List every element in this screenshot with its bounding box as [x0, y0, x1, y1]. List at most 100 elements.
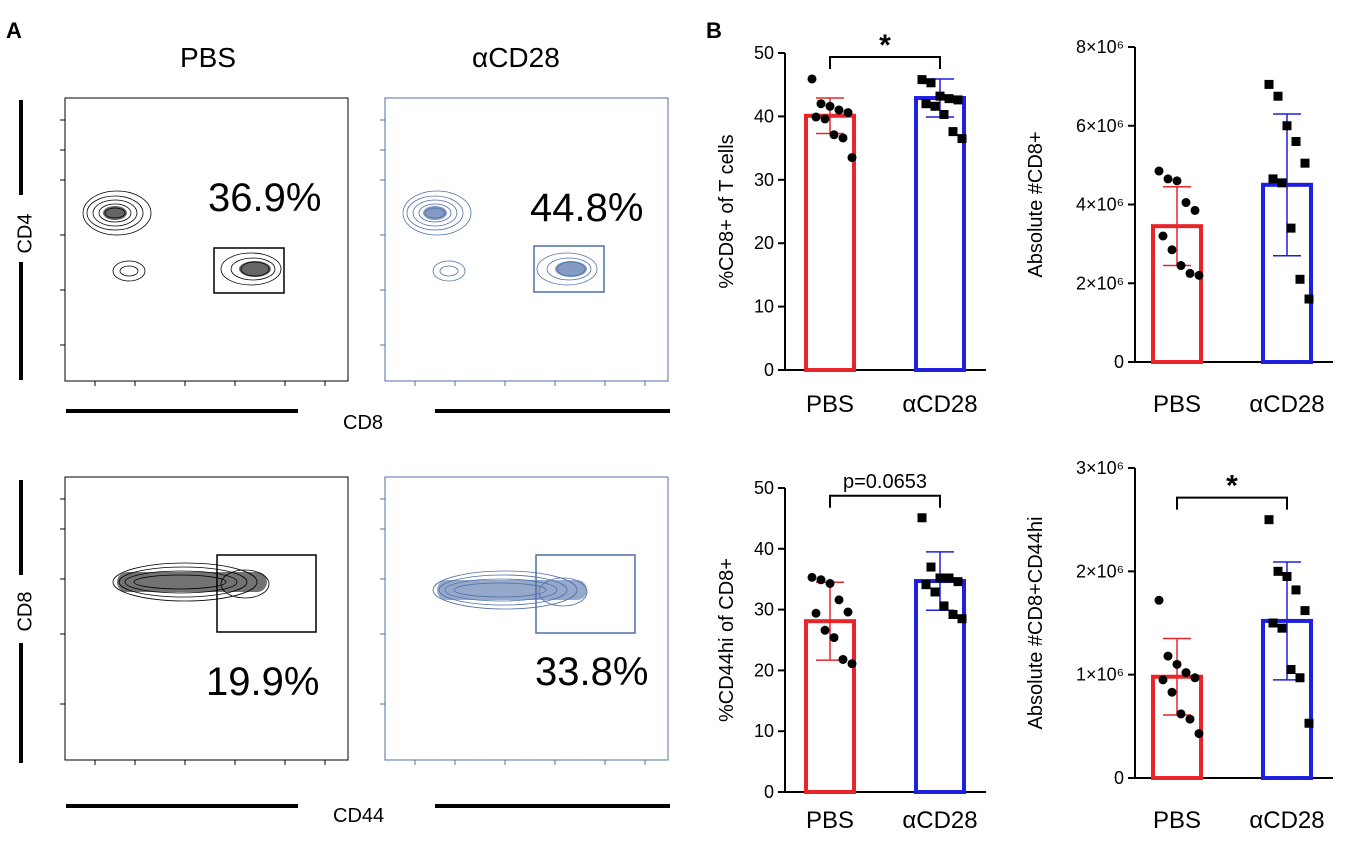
data-point	[1273, 91, 1283, 101]
data-point	[957, 614, 967, 624]
data-point	[921, 99, 931, 109]
data-point	[1264, 515, 1274, 525]
data-point	[829, 633, 839, 643]
y-axis-title: Absolute #CD8+CD44hi	[1025, 517, 1047, 730]
panel-a-label: A	[6, 18, 22, 43]
row2-x-axis-bar-left	[66, 804, 298, 808]
data-point	[807, 74, 817, 84]
data-point	[948, 609, 958, 619]
row2-y-axis-bar-top	[19, 480, 23, 575]
data-point	[1277, 178, 1287, 188]
data-point	[1282, 121, 1292, 131]
x-tick-label: PBS	[806, 807, 854, 834]
data-point	[953, 577, 963, 587]
data-point	[930, 587, 940, 597]
column-head-pbs: PBS	[180, 42, 237, 73]
x-tick-label: αCD28	[1249, 807, 1324, 834]
data-point	[1304, 718, 1314, 728]
panel-b-label: B	[706, 18, 722, 43]
data-point	[820, 114, 830, 124]
chart-cd8-percent: 0 10 20 30 40 50 %CD8+ of T cells PBS αCD28 *	[716, 29, 986, 418]
data-point	[930, 101, 940, 111]
data-point	[935, 573, 945, 583]
row2-y-axis-label: CD8	[14, 591, 37, 632]
x-tick-label: αCD28	[902, 391, 977, 418]
y-tick-label: 6×10⁶	[1076, 116, 1124, 136]
data-point	[825, 101, 835, 111]
x-tick-label: PBS	[806, 391, 854, 418]
y-tick-label: 0	[1114, 768, 1124, 788]
gate-pct-pbs-cd8: 36.9%	[208, 176, 322, 220]
data-point	[1268, 174, 1278, 184]
y-tick-label: 10	[754, 297, 774, 317]
y-tick-label: 1×10⁶	[1076, 665, 1124, 685]
y-tick-label: 10	[754, 721, 774, 741]
data-point	[847, 153, 857, 163]
data-point	[1163, 651, 1173, 661]
chart-cd44hi-percent: 0 10 20 30 40 50 %CD44hi of CD8+ PBS αCD28 p=0.06…	[716, 471, 986, 834]
data-point	[953, 95, 963, 105]
data-point	[1264, 79, 1274, 89]
data-point	[825, 578, 835, 588]
flow-plot-pbs-cd4-cd8	[60, 97, 349, 386]
data-point	[1176, 261, 1186, 271]
data-point	[939, 601, 949, 611]
data-point	[1291, 585, 1301, 595]
data-point	[1295, 673, 1305, 683]
data-point	[1190, 205, 1200, 215]
y-axis-title: %CD8+ of T cells	[716, 134, 738, 288]
y-tick-label: 50	[754, 43, 774, 63]
data-point	[1295, 274, 1305, 284]
y-tick-label: 0	[1114, 352, 1124, 372]
y-tick-label: 20	[754, 660, 774, 680]
y-tick-label: 20	[754, 233, 774, 253]
y-axis-title: Absolute #CD8+	[1025, 131, 1047, 277]
y-tick-label: 2×10⁶	[1076, 273, 1124, 293]
data-point	[1176, 709, 1186, 719]
data-point	[1304, 294, 1314, 304]
data-point	[1268, 618, 1278, 628]
data-point	[820, 625, 830, 635]
data-point	[921, 580, 931, 590]
bar-acd28	[914, 96, 966, 372]
data-point	[1194, 729, 1204, 739]
gate-pct-acd28-cd8: 44.8%	[530, 186, 644, 230]
data-point	[1194, 270, 1204, 280]
data-point	[1158, 231, 1168, 241]
data-point	[1172, 176, 1182, 186]
data-point	[917, 75, 927, 85]
data-point	[926, 562, 936, 572]
data-point	[944, 573, 954, 583]
y-tick-label: 4×10⁶	[1076, 195, 1124, 215]
data-point	[834, 595, 844, 605]
y-tick-label: 3×10⁶	[1076, 458, 1124, 478]
data-point	[1154, 166, 1164, 176]
gate-pct-pbs-cd44: 19.9%	[206, 660, 320, 704]
row2-x-axis-label: CD44	[333, 805, 385, 827]
x-tick-label: αCD28	[1249, 391, 1324, 418]
data-point	[1185, 714, 1195, 724]
data-point	[944, 94, 954, 104]
y-tick-label: 40	[754, 106, 774, 126]
row1-y-axis-bar-top	[19, 100, 23, 195]
row1-y-axis-label: CD4	[14, 213, 37, 254]
data-point	[834, 105, 844, 115]
y-axis-title: %CD44hi of CD8+	[716, 558, 738, 722]
y-tick-label: 30	[754, 170, 774, 190]
y-tick-label: 8×10⁶	[1076, 37, 1124, 57]
data-point	[807, 572, 817, 582]
data-point	[935, 91, 945, 101]
column-head-acd28: αCD28	[472, 42, 560, 73]
data-point	[1286, 665, 1296, 674]
x-tick-label: PBS	[1153, 391, 1201, 418]
flow-plot-acd28-cd4-cd8	[380, 97, 669, 386]
x-tick-label: αCD28	[902, 807, 977, 834]
data-point	[816, 99, 826, 109]
data-point	[816, 575, 826, 585]
data-point	[1291, 137, 1301, 146]
data-point	[1181, 668, 1191, 678]
row2-x-axis-bar-right	[435, 804, 670, 808]
flow-plot-pbs-cd8-cd44	[60, 476, 349, 765]
data-point	[948, 127, 958, 137]
data-point	[843, 607, 853, 617]
